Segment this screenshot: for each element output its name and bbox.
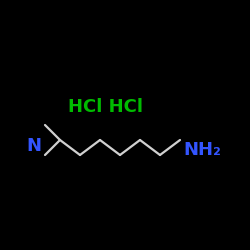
Text: HCl HCl: HCl HCl xyxy=(68,98,142,116)
Text: N: N xyxy=(26,137,41,155)
Text: NH₂: NH₂ xyxy=(184,141,222,159)
